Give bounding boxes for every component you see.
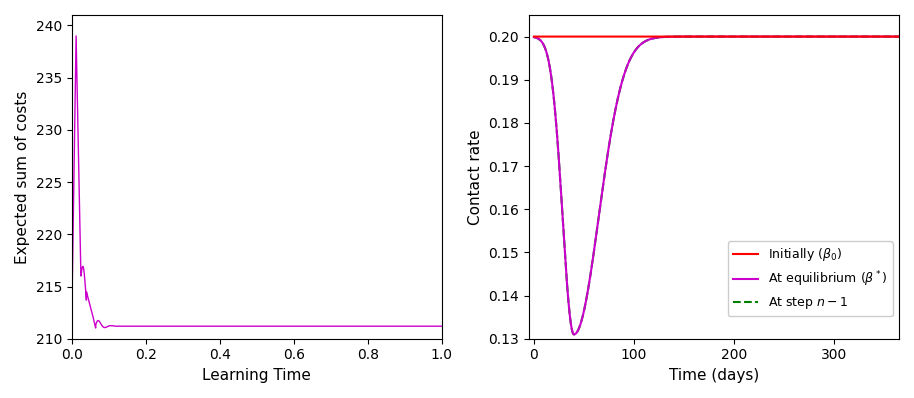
At step $n-1$ [707,34,717,39]
At equilibrium ($\beta^*$) [883,34,894,39]
At step $n-1$ [547,84,558,89]
Initially ($\beta_0$) [883,34,894,39]
At equilibrium ($\beta^*$) [883,34,894,39]
Y-axis label: Contact rate: Contact rate [468,129,483,225]
At equilibrium ($\beta^*$) [707,34,717,39]
At equilibrium ($\beta^*$) [779,34,790,39]
At equilibrium ($\beta^*$) [547,84,558,89]
At equilibrium ($\beta^*$) [696,34,707,39]
At equilibrium ($\beta^*$) [816,34,827,39]
At step $n-1$ [696,34,707,39]
Legend: Initially ($\beta_0$), At equilibrium ($\beta^*$), At step $n-1$: Initially ($\beta_0$), At equilibrium ($… [728,241,893,316]
At equilibrium ($\beta^*$) [894,34,905,39]
At step $n-1$ [816,34,827,39]
At step $n-1$ [894,34,905,39]
At step $n-1$ [883,34,894,39]
At step $n-1$ [569,332,579,337]
At equilibrium ($\beta^*$) [569,332,579,337]
Y-axis label: Expected sum of costs: Expected sum of costs [15,90,30,263]
Initially ($\beta_0$) [706,34,717,39]
At step $n-1$ [528,35,539,39]
Initially ($\beta_0$) [528,34,539,39]
Initially ($\beta_0$) [696,34,707,39]
Line: At step $n-1$: At step $n-1$ [534,37,899,334]
Line: At equilibrium ($\beta^*$): At equilibrium ($\beta^*$) [534,37,899,334]
X-axis label: Learning Time: Learning Time [202,368,311,383]
Initially ($\beta_0$) [894,34,905,39]
At step $n-1$ [883,34,894,39]
At step $n-1$ [779,34,790,39]
X-axis label: Time (days): Time (days) [669,368,759,383]
At equilibrium ($\beta^*$) [528,35,539,39]
Initially ($\beta_0$) [883,34,894,39]
Initially ($\beta_0$) [547,34,558,39]
Initially ($\beta_0$) [816,34,827,39]
